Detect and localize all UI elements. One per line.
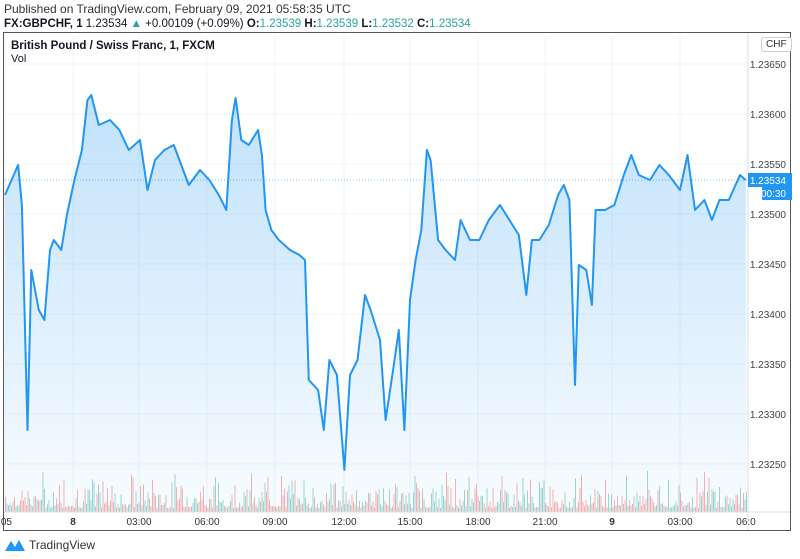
x-tick-label: 9 <box>609 517 615 528</box>
low-label: L: <box>361 18 373 30</box>
x-tick-label: 06:00 <box>194 517 219 528</box>
published-note: Published on TradingView.com, February 0… <box>4 2 351 16</box>
y-tick-label: 1.23450 <box>750 260 787 271</box>
x-tick-label: 21:00 <box>532 517 557 528</box>
price-area-fill <box>5 95 746 512</box>
x-tick-label: :05 <box>0 517 12 528</box>
up-arrow-icon: ▲ <box>130 18 142 30</box>
high-value: 1.23539 <box>316 18 359 30</box>
volume-bar <box>746 492 747 512</box>
low-value: 1.23532 <box>372 18 414 30</box>
symbol: FX:GBPCHF, 1 <box>4 18 83 30</box>
symbol-summary: FX:GBPCHF, 1 1.23534 ▲ +0.00109 (+0.09%)… <box>4 18 471 30</box>
change: +0.00109 (+0.09%) <box>145 18 244 30</box>
y-tick-label: 1.23650 <box>750 60 787 71</box>
last-price-text: 1.23534 <box>750 176 787 187</box>
y-tick-label: 1.23350 <box>750 360 787 371</box>
close-label: C: <box>416 18 430 30</box>
volume-legend: Vol <box>11 53 27 65</box>
y-tick-label: 1.23250 <box>750 460 787 471</box>
y-tick-label: 1.23400 <box>750 310 787 321</box>
open-value: 1.23539 <box>259 18 302 30</box>
brand-name: TradingView <box>29 538 96 552</box>
last-price: 1.23534 <box>85 18 128 30</box>
y-tick-label: 1.23600 <box>750 110 787 121</box>
chart-frame <box>3 32 791 531</box>
open-label: O: <box>246 18 260 30</box>
tradingview-logo[interactable]: TradingView <box>4 538 95 552</box>
currency-button[interactable]: CHF <box>761 37 792 52</box>
close-value: 1.23534 <box>429 18 471 30</box>
y-tick-label: 1.23500 <box>750 210 787 221</box>
x-tick-label: 03:00 <box>667 517 692 528</box>
y-tick-label: 1.23300 <box>750 410 787 421</box>
x-tick-label: 8 <box>70 517 76 528</box>
x-tick-label: 06:0 <box>736 517 756 528</box>
x-tick-label: 18:00 <box>465 517 490 528</box>
x-tick-label: 15:00 <box>397 517 422 528</box>
countdown-badge <box>762 187 792 200</box>
x-tick-label: 12:00 <box>331 517 356 528</box>
countdown-text: 00:30 <box>761 189 786 200</box>
y-tick-label: 1.23550 <box>750 160 787 171</box>
last-price-badge <box>748 173 792 187</box>
chart-legend-title: British Pound / Swiss Franc, 1, FXCM <box>11 40 215 52</box>
x-tick-label: 03:00 <box>126 517 151 528</box>
tradingview-logo-icon <box>5 540 25 551</box>
x-tick-label: 09:00 <box>262 517 287 528</box>
high-label: H: <box>304 18 317 30</box>
